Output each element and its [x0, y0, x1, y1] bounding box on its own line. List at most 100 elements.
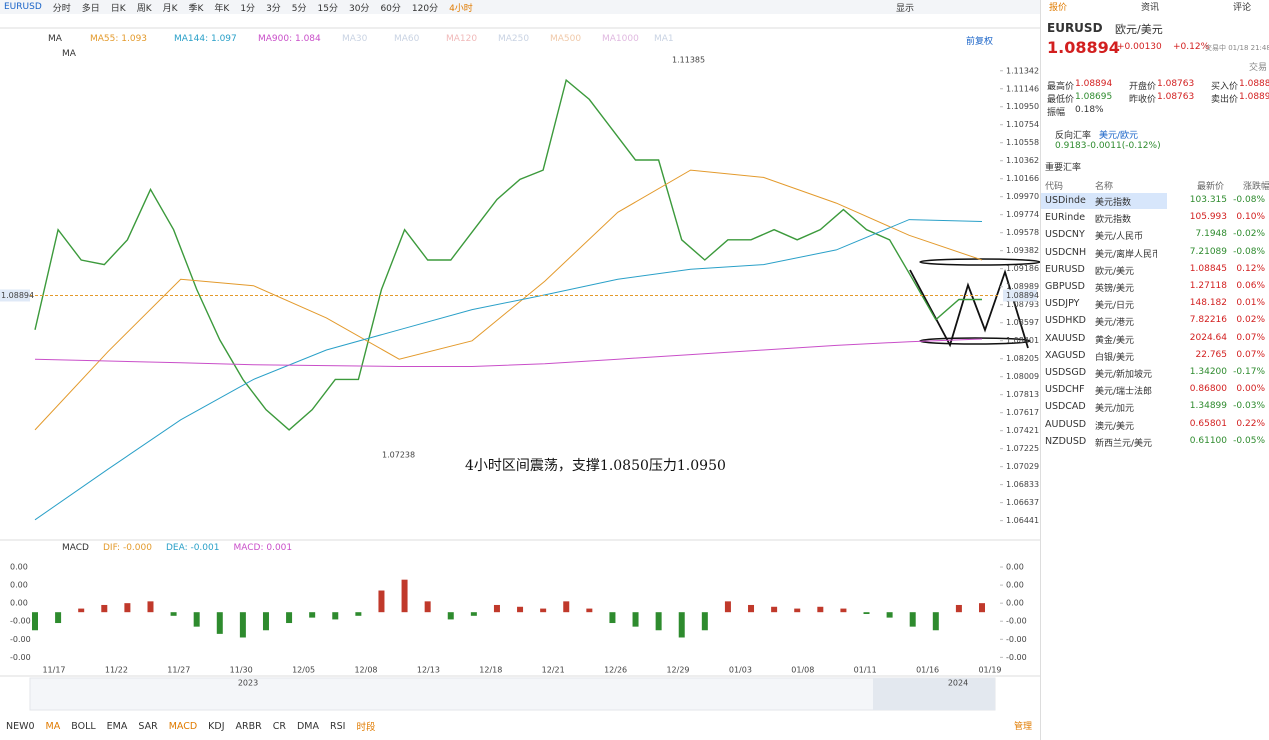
panel-tab[interactable]: 报价 — [1049, 3, 1068, 13]
change-pct: 0.12% — [1236, 263, 1265, 274]
macd-bar — [909, 612, 916, 627]
indicator-tab[interactable]: SAR — [138, 720, 158, 732]
macd-bar — [216, 612, 223, 634]
period-tab[interactable]: 5分 — [291, 3, 307, 14]
macd-bar — [147, 601, 154, 613]
indicator-tab[interactable]: ARBR — [235, 720, 262, 732]
period-tab[interactable]: 月K — [162, 3, 178, 14]
macd-bar — [493, 604, 500, 613]
macd-bar — [563, 601, 570, 613]
change-pct: 0.00% — [1236, 384, 1265, 395]
price-line — [34, 78, 982, 431]
last: 7.1948 — [1195, 229, 1228, 240]
period-tab[interactable]: 1分 — [240, 3, 256, 14]
macd-bar — [286, 612, 293, 624]
name: 美元/人民币 — [1095, 232, 1144, 243]
period-tab[interactable]: 分时 — [52, 3, 71, 14]
last: 1.27118 — [1189, 281, 1227, 291]
indicator-tab[interactable]: RSI — [330, 720, 346, 732]
period-tab[interactable]: 120分 — [411, 3, 439, 14]
name: 美元指数 — [1095, 198, 1132, 208]
stat-label: 振幅 — [1047, 108, 1066, 118]
macd-bar — [355, 612, 362, 616]
code: USDCNH — [1045, 246, 1087, 258]
symbol[interactable]: EURUSD — [4, 2, 42, 12]
trade-button[interactable]: 交易 — [1249, 63, 1268, 73]
macd-y-label: 0.00 — [10, 599, 28, 608]
y-tick-label: 1.09382 — [1006, 246, 1039, 255]
stat-label: 开盘价 — [1129, 82, 1157, 92]
ma-line — [34, 338, 983, 367]
period-tab[interactable]: 日K — [110, 3, 126, 14]
indicator-tab[interactable]: NEW0 — [6, 720, 35, 732]
restore-button[interactable]: 前复权 — [966, 37, 994, 47]
change: +0.00130 — [1117, 42, 1162, 52]
period-tab[interactable]: 周K — [136, 3, 152, 14]
indicator-tab[interactable]: MACD — [168, 720, 198, 732]
period-tab[interactable]: 多日 — [81, 3, 100, 14]
macd-bar — [124, 603, 131, 613]
period-tab[interactable]: 季K — [188, 3, 204, 14]
ma-label: MA — [62, 49, 76, 59]
last: 22.765 — [1195, 349, 1228, 360]
y-tick-label: 1.06441 — [1006, 516, 1039, 525]
period-tab[interactable]: 15分 — [317, 3, 338, 14]
indicator-tab[interactable]: DMA — [296, 720, 319, 732]
display-button[interactable]: 显示 — [896, 4, 915, 14]
price-tag — [1003, 289, 1037, 302]
indicator-tab[interactable]: 时段 — [356, 722, 376, 733]
y-tick-label: 1.06637 — [1006, 498, 1039, 507]
panel-tab[interactable]: 资讯 — [1141, 3, 1160, 13]
code: XAGUSD — [1045, 349, 1086, 361]
timeline-window[interactable] — [873, 678, 995, 710]
code: USDSGD — [1045, 367, 1087, 378]
panel-tab[interactable]: 评论 — [1233, 3, 1252, 13]
last: 1.34200 — [1189, 367, 1227, 377]
y-tick-label: 1.07813 — [1006, 390, 1039, 399]
period-tab[interactable]: 30分 — [348, 3, 370, 14]
x-tick-label: 11/30 — [230, 666, 253, 675]
name: 欧元指数 — [1095, 215, 1132, 226]
ma-item: MA900: 1.084 — [258, 34, 321, 44]
period-tab[interactable]: 4小时 — [449, 3, 473, 14]
y-tick-label: 1.09578 — [1006, 228, 1039, 237]
period-tab[interactable]: 3分 — [266, 3, 281, 14]
macd-y-label: -0.00 — [1006, 635, 1027, 644]
macd-legend-item: MACD: 0.001 — [233, 543, 293, 553]
ma-item: MA1 — [654, 34, 674, 44]
x-tick-label: 12/29 — [666, 666, 689, 675]
name: 美元/日元 — [1095, 301, 1135, 312]
stat-value: 1.08894 — [1075, 79, 1113, 89]
macd-bar — [401, 579, 408, 613]
indicator-tab[interactable]: KDJ — [208, 720, 225, 732]
macd-bar — [794, 608, 801, 613]
indicator-tab[interactable]: BOLL — [71, 720, 96, 732]
period-tab[interactable]: 60分 — [380, 3, 401, 14]
name: 新西兰元/美元 — [1095, 438, 1153, 449]
change-pct: 0.07% — [1236, 332, 1265, 343]
period-tab[interactable]: 年K — [214, 3, 230, 14]
quote-panel: 报价 资讯 评论 EURUSD 欧元/美元 1.08894 +0.00130 +0.12% 交易… — [1040, 0, 1269, 740]
ma-item: MA120 — [446, 34, 478, 44]
change-pct: 0.22% — [1236, 418, 1265, 429]
x-tick-label: 11/22 — [105, 666, 128, 675]
ma-item: MA500 — [550, 34, 582, 44]
macd-bar — [863, 612, 870, 614]
macd-y-label: 0.00 — [1006, 563, 1024, 572]
y-tick-label: 1.07617 — [1006, 408, 1039, 417]
ma-item: MA144: 1.097 — [174, 34, 237, 44]
code: USDinde — [1045, 195, 1086, 206]
y-tick-label: 1.10558 — [1006, 138, 1039, 147]
x-tick-label: 01/11 — [854, 666, 877, 675]
y-tick-label: 1.08989 — [1006, 282, 1039, 291]
macd-y-label: -0.00 — [10, 617, 31, 626]
indicator-tab[interactable]: EMA — [106, 720, 128, 732]
toolbar: EURUSD 分时 多日 日K 周K 月K 季K 年K 1分 3分 5分 15分 30分 60分 120分… — [4, 1, 473, 14]
macd-bar — [32, 612, 38, 631]
macd-legend-item: DEA: -0.001 — [165, 543, 220, 553]
indicator-tab[interactable]: MA — [45, 720, 61, 732]
macd-bar — [586, 608, 593, 613]
manage-button[interactable]: 管理 — [1014, 722, 1033, 732]
indicator-tab[interactable]: CR — [272, 720, 286, 732]
